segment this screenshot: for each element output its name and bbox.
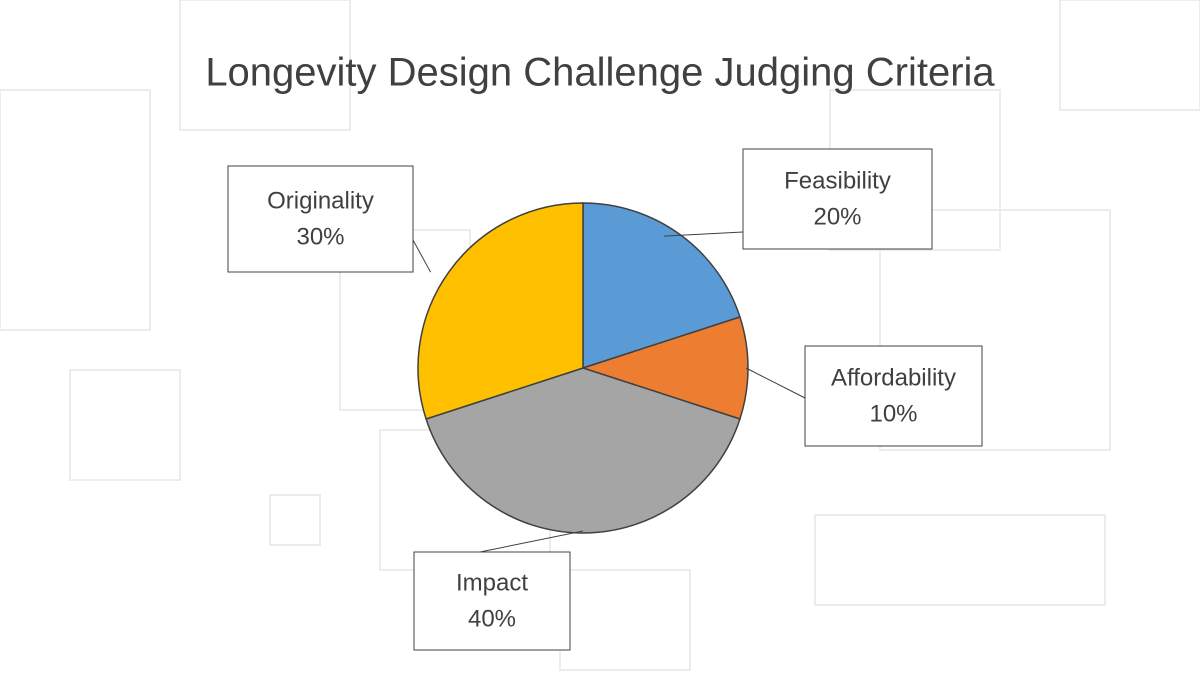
chart-title: Longevity Design Challenge Judging Crite… — [205, 51, 995, 95]
leader-line — [479, 530, 584, 553]
data-label-name: Originality — [267, 187, 374, 214]
data-label-name: Impact — [456, 569, 528, 596]
data-label-value: 20% — [813, 203, 861, 230]
leader-line — [412, 239, 432, 273]
pie-slice — [425, 367, 741, 534]
callout-box — [742, 148, 933, 250]
leader-line — [745, 367, 806, 399]
data-label-value: 30% — [296, 223, 344, 250]
data-label-name: Affordability — [831, 364, 956, 391]
pie-slice — [580, 316, 749, 420]
callout-box — [413, 551, 571, 651]
pie-slice — [417, 202, 584, 420]
data-label-value: 40% — [468, 605, 516, 632]
leader-line — [663, 231, 744, 237]
callout-box — [227, 165, 414, 273]
data-label-name: Feasibility — [784, 167, 891, 194]
pie-slice — [582, 202, 741, 370]
data-label-value: 10% — [869, 400, 917, 427]
callout-box — [804, 345, 983, 447]
